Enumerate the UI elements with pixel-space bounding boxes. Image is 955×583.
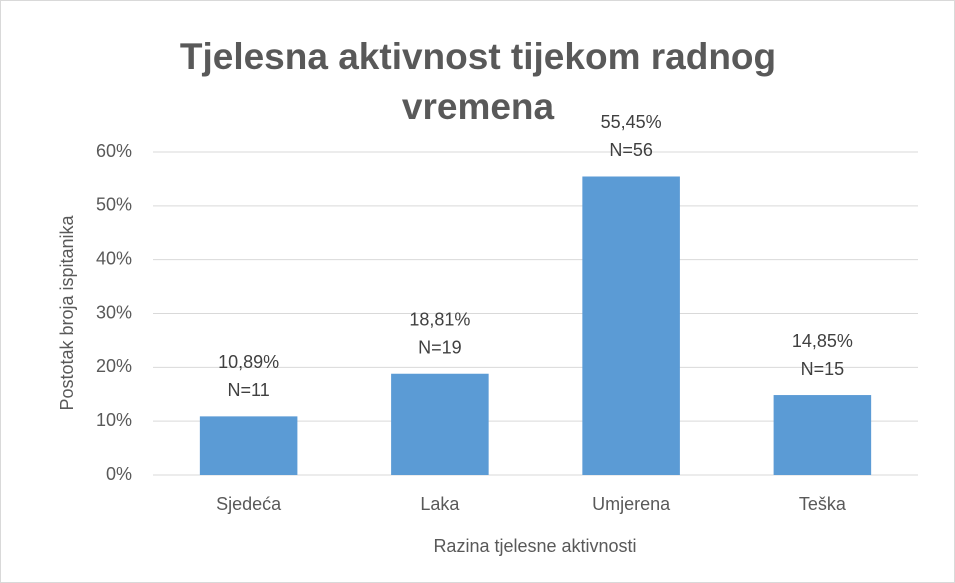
x-tick-label: Laka <box>420 494 460 514</box>
chart-title: Tjelesna aktivnost tijekom radnog vremen… <box>179 36 777 127</box>
n-label: N=15 <box>801 359 845 379</box>
n-label: N=19 <box>418 337 462 357</box>
y-tick-label: 10% <box>96 410 132 430</box>
y-tick-label: 40% <box>96 248 132 268</box>
value-label: 10,89% <box>218 352 279 372</box>
y-axis-label: Postotak broja ispitanika <box>57 214 77 410</box>
value-label: 14,85% <box>792 331 853 351</box>
bar <box>199 416 298 475</box>
bar <box>391 373 489 475</box>
y-tick-label: 60% <box>96 141 132 161</box>
y-tick-label: 20% <box>96 356 132 376</box>
value-label: 18,81% <box>409 309 470 329</box>
n-label: N=11 <box>228 380 270 400</box>
x-tick-label: Umjerena <box>592 494 671 514</box>
x-tick-label: Teška <box>799 494 847 514</box>
y-tick-label: 50% <box>96 195 132 215</box>
value-label: 55,45% <box>601 112 662 132</box>
bar <box>582 176 680 475</box>
y-tick-label: 0% <box>106 464 132 484</box>
n-label: N=56 <box>609 140 653 160</box>
x-tick-label: Sjedeća <box>216 494 282 514</box>
y-tick-label: 30% <box>96 302 132 322</box>
x-axis-label: Razina tjelesne aktivnosti <box>433 536 636 556</box>
bar <box>773 395 872 475</box>
